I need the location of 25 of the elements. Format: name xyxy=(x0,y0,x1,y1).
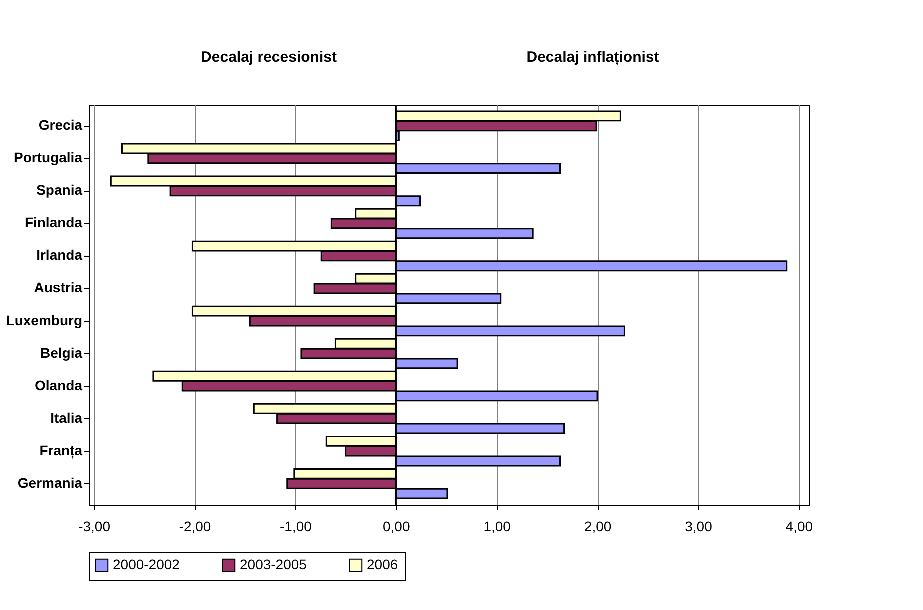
y-tick-label: Italia xyxy=(50,410,83,426)
text: Decalaj recesionist xyxy=(201,49,337,66)
y-tick-label: Luxemburg xyxy=(6,312,82,328)
x-tick-label: 0,00 xyxy=(383,518,410,534)
x-tick-label: 3,00 xyxy=(685,518,713,534)
y-tick-label: Irlanda xyxy=(36,247,83,264)
y-tick-label: Olanda xyxy=(35,377,83,394)
y-tick-label: Belgia xyxy=(40,344,83,361)
y-tick-label: Austria xyxy=(34,280,83,296)
x-tick-label: 4,00 xyxy=(786,518,814,534)
legend-label: 2006 xyxy=(367,556,398,572)
x-tick-label: -1,00 xyxy=(280,518,312,534)
text: Decalaj inflaționist xyxy=(526,49,660,66)
legend-label: 2003-2005 xyxy=(240,556,308,572)
y-tick-label: Finlanda xyxy=(24,214,83,231)
y-tick-label: Portugalia xyxy=(14,150,83,166)
y-tick-label: Franța xyxy=(40,442,83,460)
y-tick-label: Germania xyxy=(18,474,83,491)
x-tick-label: 2,00 xyxy=(584,518,612,534)
legend-label: 2000-2002 xyxy=(113,556,180,572)
x-tick-label: -3,00 xyxy=(78,518,111,534)
y-tick-label: Grecia xyxy=(38,117,83,134)
y-tick-label: Spania xyxy=(36,182,83,198)
x-tick-label: 1,00 xyxy=(484,518,512,534)
x-tick-label: -2,00 xyxy=(179,518,212,534)
